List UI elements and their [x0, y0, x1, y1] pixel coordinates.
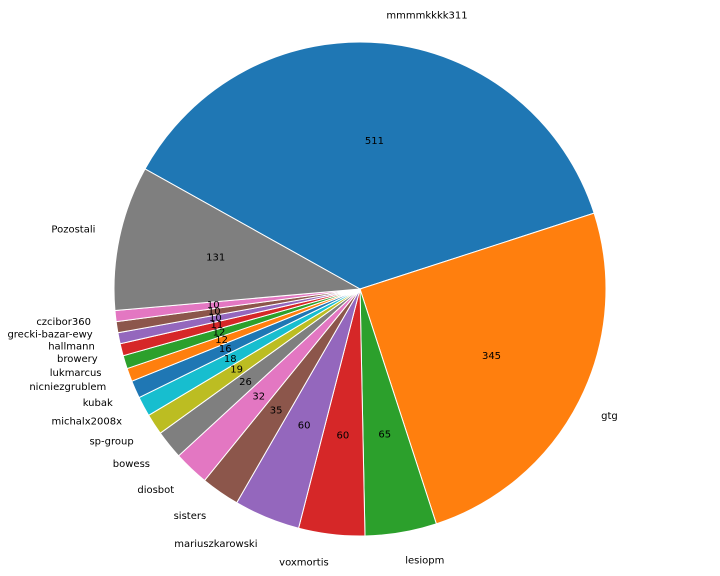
category-label-mmmmkkkk311: mmmmkkkk311 [386, 11, 467, 22]
value-label-sp-group: 19 [230, 365, 243, 376]
value-label-mariuszkarowski: 60 [298, 421, 311, 432]
category-label-lukmarcus: lukmarcus [50, 368, 102, 379]
category-label-bowess: bowess [113, 459, 150, 470]
category-label-pozostali: Pozostali [51, 224, 95, 235]
category-label-czcibor360: czcibor360 [36, 317, 91, 328]
category-label-voxmortis: voxmortis [279, 557, 329, 568]
category-label-diosbot: diosbot [137, 485, 174, 496]
value-label-grecki-bazar-ewy: 10 [208, 306, 221, 317]
value-label-browery: 11 [211, 320, 224, 331]
value-label-czcibor360: 10 [207, 300, 220, 311]
value-label-gtg: 345 [482, 351, 501, 362]
category-label-grecki-bazar-ewy: grecki-bazar-ewy [7, 330, 92, 341]
category-label-kubak: kubak [83, 398, 113, 409]
category-label-sisters: sisters [174, 511, 207, 522]
value-label-pozostali: 131 [206, 253, 225, 264]
pie-slices [113, 41, 607, 537]
category-label-browery: browery [57, 354, 98, 365]
category-label-michalx2008x: michalx2008x [51, 417, 122, 428]
value-label-nicniezgrublem: 12 [215, 335, 228, 346]
category-label-gtg: gtg [601, 411, 618, 422]
value-label-sisters: 35 [270, 405, 283, 416]
category-label-mariuszkarowski: mariuszkarowski [174, 539, 257, 550]
value-label-lesiopm: 65 [378, 430, 391, 441]
value-label-hallmann: 10 [209, 313, 222, 324]
value-label-bowess: 26 [239, 377, 252, 388]
pie-slice-pozostali [113, 168, 362, 312]
value-label-michalx2008x: 18 [224, 354, 237, 365]
value-label-lukmarcus: 12 [213, 327, 226, 338]
value-label-mmmmkkkk311: 511 [365, 136, 384, 147]
category-label-lesiopm: lesiopm [405, 555, 444, 566]
value-label-voxmortis: 60 [337, 431, 350, 442]
value-label-diosbot: 32 [252, 391, 265, 402]
pie-category-labels: mmmmkkkk311 gtg lesiopm voxmortis mariuszkar… [7, 11, 617, 569]
pie-slice-gtg [359, 212, 607, 525]
pie-slice-mmmmkkkk311 [144, 41, 595, 290]
category-label-hallmann: hallmann [48, 342, 95, 353]
category-label-nicniezgrublem: nicniezgrublem [29, 382, 106, 393]
category-label-sp-group: sp-group [89, 436, 133, 447]
value-label-kubak: 16 [219, 344, 232, 355]
